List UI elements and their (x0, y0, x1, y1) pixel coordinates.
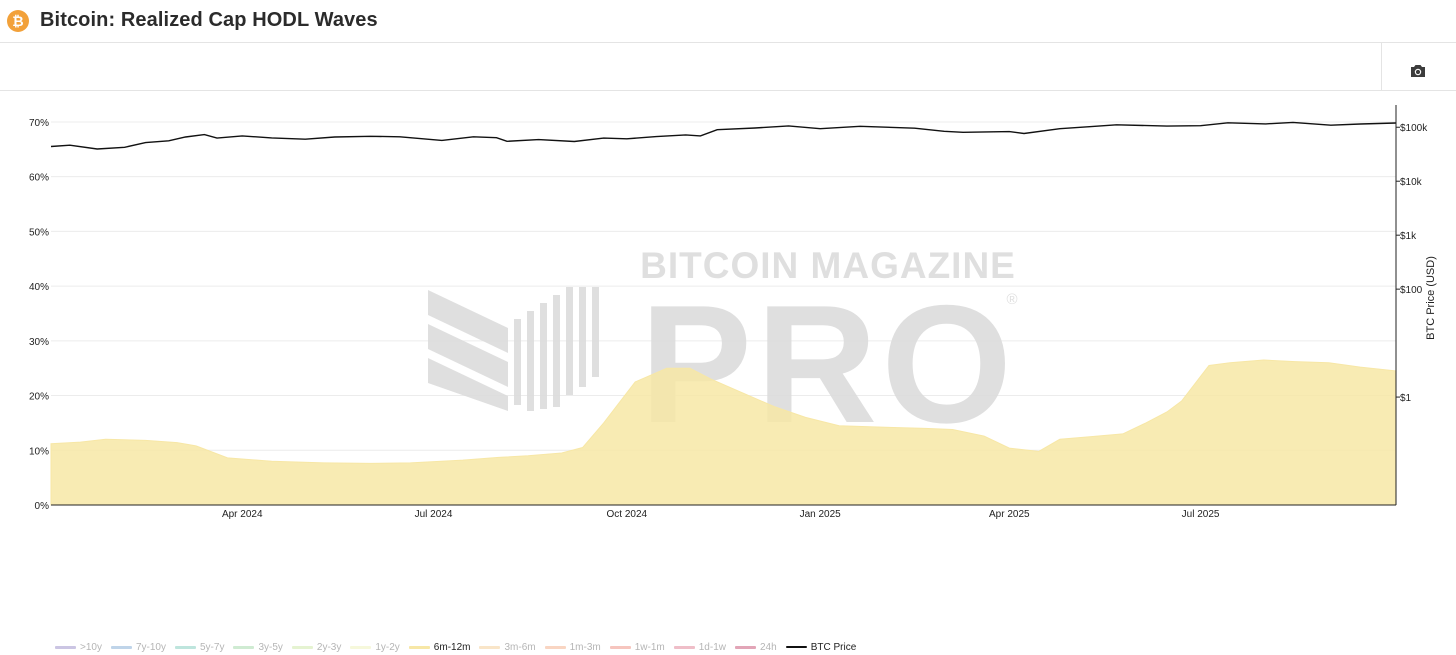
legend-label: 1w-1m (635, 642, 665, 653)
legend-label: 2y-3y (317, 642, 341, 653)
y-right-tick-label: $100k (1400, 123, 1428, 134)
toolbar-divider (1381, 43, 1382, 90)
chart-header: ₿ Bitcoin: Realized Cap HODL Waves (0, 0, 1456, 43)
x-tick-label: Apr 2025 (989, 509, 1030, 520)
legend-item[interactable]: >10y (55, 642, 102, 653)
legend-item[interactable]: 1y-2y (350, 642, 399, 653)
hodl-waves-chart[interactable]: BITCOIN MAGAZINE PRO ® 0%10%20%30%40%50%… (0, 91, 1456, 531)
page-title: Bitcoin: Realized Cap HODL Waves (40, 9, 378, 32)
chart-legend: >10y 7y-10y 5y-7y 3y-5y 2y-3y 1y-2y 6m-12m 3m-6… (55, 639, 865, 655)
legend-item[interactable]: 3m-6m (479, 642, 535, 653)
legend-item[interactable]: 5y-7y (175, 642, 224, 653)
legend-label: >10y (80, 642, 102, 653)
y-right-tick-label: $10k (1400, 177, 1423, 188)
x-tick-label: Jan 2025 (800, 509, 842, 520)
y-left-tick-label: 20% (29, 392, 49, 403)
legend-swatch (545, 646, 566, 649)
camera-icon-svg (1408, 63, 1428, 79)
series-line-btc-price (51, 122, 1396, 149)
legend-swatch (111, 646, 132, 649)
bitcoin-logo-icon: ₿ (7, 10, 29, 32)
y-right-tick-label: $1 (1400, 393, 1412, 404)
legend-item[interactable]: 1w-1m (610, 642, 665, 653)
x-tick-label: Apr 2024 (222, 509, 263, 520)
legend-item[interactable]: 3y-5y (233, 642, 282, 653)
legend-swatch (610, 646, 631, 649)
legend-item[interactable]: BTC Price (786, 642, 857, 653)
y-left-tick-label: 50% (29, 227, 49, 238)
legend-label: 1y-2y (375, 642, 399, 653)
legend-label: 7y-10y (136, 642, 166, 653)
y-left-tick-label: 70% (29, 118, 49, 129)
legend-swatch (55, 646, 76, 649)
legend-label: 3m-6m (504, 642, 535, 653)
y-left-tick-label: 0% (35, 501, 50, 512)
x-tick-label: Jul 2024 (415, 509, 453, 520)
chart-area[interactable]: BITCOIN MAGAZINE PRO ® 0%10%20%30%40%50%… (0, 91, 1456, 566)
legend-label: 1m-3m (570, 642, 601, 653)
x-tick-label: Jul 2025 (1182, 509, 1220, 520)
legend-item[interactable]: 1m-3m (545, 642, 601, 653)
legend-swatch (233, 646, 254, 649)
legend-swatch (292, 646, 313, 649)
y-right-tick-label: $1k (1400, 231, 1417, 242)
y-left-tick-label: 30% (29, 337, 49, 348)
legend-label: 3y-5y (258, 642, 282, 653)
legend-swatch (350, 646, 371, 649)
legend-swatch (674, 646, 695, 649)
legend-label: 1d-1w (699, 642, 726, 653)
x-tick-label: Oct 2024 (607, 509, 648, 520)
legend-item[interactable]: 1d-1w (674, 642, 726, 653)
legend-swatch (175, 646, 196, 649)
chart-toolbar (0, 43, 1456, 91)
legend-label: 24h (760, 642, 777, 653)
legend-label: BTC Price (811, 642, 857, 653)
legend-item[interactable]: 2y-3y (292, 642, 341, 653)
y-left-tick-label: 40% (29, 282, 49, 293)
y-left-tick-label: 10% (29, 446, 49, 457)
legend-swatch (735, 646, 756, 649)
legend-item[interactable]: 7y-10y (111, 642, 166, 653)
legend-swatch (786, 646, 807, 648)
y-left-tick-label: 60% (29, 173, 49, 184)
watermark-emblem-icon (428, 287, 599, 411)
legend-swatch (479, 646, 500, 649)
legend-item[interactable]: 6m-12m (409, 642, 471, 653)
legend-item[interactable]: 24h (735, 642, 777, 653)
legend-label: 5y-7y (200, 642, 224, 653)
legend-label: 6m-12m (434, 642, 471, 653)
camera-icon[interactable] (1408, 63, 1428, 79)
y-right-axis-title: BTC Price (USD) (1425, 256, 1437, 340)
watermark-registered-mark: ® (1006, 291, 1017, 308)
y-right-tick-label: $100 (1400, 285, 1423, 296)
legend-swatch (409, 646, 430, 649)
